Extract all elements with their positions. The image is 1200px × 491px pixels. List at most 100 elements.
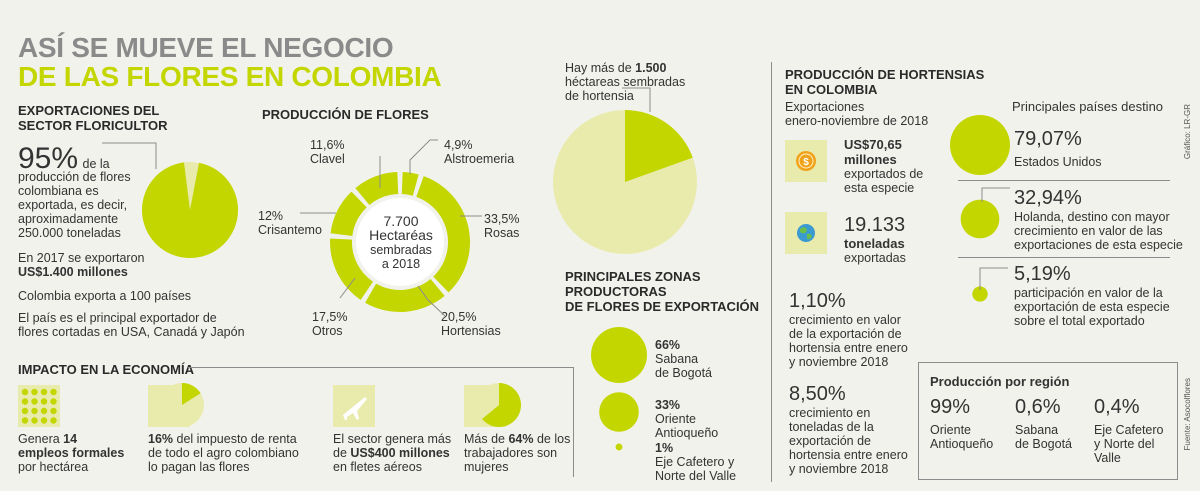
zone-bubble-sabana [591, 327, 647, 383]
region-pct: 99% [930, 396, 971, 418]
region-name-line: Antioqueño [930, 437, 994, 451]
hortensias-exports-label: Exportaciones enero-noviembre de 2018 [785, 100, 928, 128]
zones-heading: PRINCIPALES ZONAS PRODUCTORAS DE FLORES … [565, 269, 759, 314]
donut-label-pct: 12% [258, 209, 284, 223]
exports-big-stat: 95% de la [18, 144, 110, 174]
hortensias-heading-line: EN COLOMBIA [785, 82, 878, 97]
destination-desc: sobre el total exportado [1014, 314, 1145, 328]
impact-line-pre: Genera [18, 432, 64, 446]
donut-label-pct: 4,9% [444, 138, 473, 152]
zone-item-eje: 1% Eje Cafetero y Norte del Valle [655, 441, 736, 483]
zone-name-line: Eje Cafetero y [655, 455, 735, 469]
grid-dot [40, 388, 48, 396]
tax-share-pie [160, 383, 204, 427]
exports-heading-line-1: EXPORTACIONES DEL [18, 103, 160, 118]
title-line-2: DE LAS FLORES EN COLOMBIA [18, 61, 442, 92]
region-name-line: Sabana [1015, 423, 1059, 437]
region-item-oriente: 99% Oriente Antioqueño [930, 396, 993, 451]
zone-pct: 66% [655, 338, 681, 352]
donut-label-clavel: 11,6% Clavel [310, 138, 345, 166]
exports-desc-line: 250.000 toneladas [18, 226, 121, 240]
hortensia-area-line: de hortensia [565, 89, 634, 103]
production-center-line: sembradas [370, 243, 432, 257]
region-name-line: Eje Cafetero [1094, 423, 1164, 437]
hortensia-area-value: 1.500 [635, 61, 667, 75]
donut-segment-rosas [416, 176, 470, 293]
donut-label-pct: 11,6% [310, 138, 345, 152]
grid-dot [31, 398, 38, 405]
exports-fact-3: El país es el principal exportador de fl… [18, 311, 245, 339]
zones-bubbles [591, 327, 647, 451]
destination-desc: crecimiento en valor de las [1014, 224, 1163, 238]
destinations-bubbles [950, 115, 1010, 302]
growth-value-desc: de la exportación de [789, 327, 902, 341]
region-name-line: de Bogotá [1015, 437, 1072, 451]
impact-heading: IMPACTO EN LA ECONOMÍA [18, 362, 194, 377]
exports-pie-slice [142, 162, 238, 258]
grid-dot [50, 417, 57, 424]
region-item-eje: 0,4% Eje Cafetero y Norte del Valle [1094, 396, 1163, 465]
donut-segment-clavel [355, 172, 399, 206]
exports-desc: producción de flores colombiana es expor… [18, 170, 168, 240]
region-name-line: Oriente [930, 423, 971, 437]
impact-line-bold: 16% [148, 432, 174, 446]
hortensia-pie-slice [625, 110, 693, 182]
globe-icon [785, 212, 827, 254]
exports-fact-1: En 2017 se exportaron US$1.400 millones [18, 251, 144, 279]
airplane-icon [333, 385, 375, 427]
destination-item-participacion: 5,19% participación en valor de la expor… [1014, 263, 1170, 328]
growth-tons-desc: toneladas de la [789, 420, 874, 434]
impact-line-bold: 14 [63, 432, 78, 446]
impact-line: mujeres [464, 460, 509, 474]
production-heading: PRODUCCIÓN DE FLORES [262, 107, 429, 122]
grid-dot [40, 407, 48, 415]
production-center-line: a 2018 [381, 257, 421, 271]
growth-tons-desc: crecimiento en [789, 406, 871, 420]
grid-dot [50, 398, 57, 405]
exports-pie [142, 162, 238, 258]
hortensias-growth-value: 1,10% crecimiento en valor de la exporta… [789, 290, 908, 369]
hortensias-usd-desc: esta especie [844, 181, 915, 195]
grid-dot [50, 388, 57, 396]
region-box [918, 362, 1178, 480]
tax-pie-slice [182, 383, 201, 405]
zone-item-oriente: 33% Oriente Antioqueño [655, 398, 718, 440]
region-heading: Producción por región [930, 374, 1070, 389]
donut-label-hortensias: 20,5% Hortensias [441, 310, 501, 338]
destination-desc: Holanda, destino con mayor [1014, 210, 1170, 224]
exports-desc-line: exportada, es decir, [18, 198, 128, 212]
impact-line-bold: 64% [508, 432, 534, 446]
women-share-pie [477, 383, 521, 427]
hortensia-area-line-pre: Hay más de [565, 61, 636, 75]
impact-line: de todo el agro colombiano [148, 446, 299, 460]
hortensias-usd-value: US$70,65 [844, 137, 902, 152]
source-credit: Fuente: Asocolflores [1183, 378, 1192, 451]
donut-label-rosas: 33,5% Rosas [484, 212, 519, 240]
region-pct: 0,4% [1094, 396, 1140, 418]
hortensia-pointer-line [622, 87, 651, 112]
donut-label-pct: 20,5% [441, 310, 477, 324]
coin-icon: $ [785, 140, 827, 182]
destination-pct: 5,19% [1014, 263, 1071, 285]
grid-dot [21, 407, 29, 415]
growth-value-desc: hortensia entre enero [789, 341, 908, 355]
hortensias-tons-desc: exportadas [844, 251, 906, 265]
destinations-heading: Principales países destino [1012, 99, 1164, 114]
impact-item-tax: 16% del impuesto de renta de todo el agr… [148, 432, 299, 474]
donut-label-pct: 33,5% [484, 212, 520, 226]
zone-bubble-eje [615, 443, 623, 451]
hortensias-usd-stat: US$70,65 millones exportados de esta esp… [844, 137, 923, 195]
production-donut [330, 172, 470, 312]
growth-tons-desc: hortensia entre enero [789, 448, 908, 462]
hortensia-area-text: Hay más de 1.500 héctareas sembradas de … [565, 61, 685, 103]
donut-label-name: Alstroemeria [444, 152, 515, 166]
zones-heading-line: PRINCIPALES ZONAS [565, 269, 701, 284]
exports-desc-first: de la [82, 157, 110, 171]
impact-line-pre: Más de [464, 432, 509, 446]
growth-tons-pct: 8,50% [789, 383, 846, 405]
production-center: 7.700 Hectaréas sembradas a 2018 [356, 214, 446, 271]
destinations-divider-1 [958, 180, 1170, 181]
growth-value-desc: crecimiento en valor [789, 313, 901, 327]
production-center-unit: Hectaréas [369, 227, 433, 243]
hortensias-usd-desc: exportados de [844, 167, 924, 181]
